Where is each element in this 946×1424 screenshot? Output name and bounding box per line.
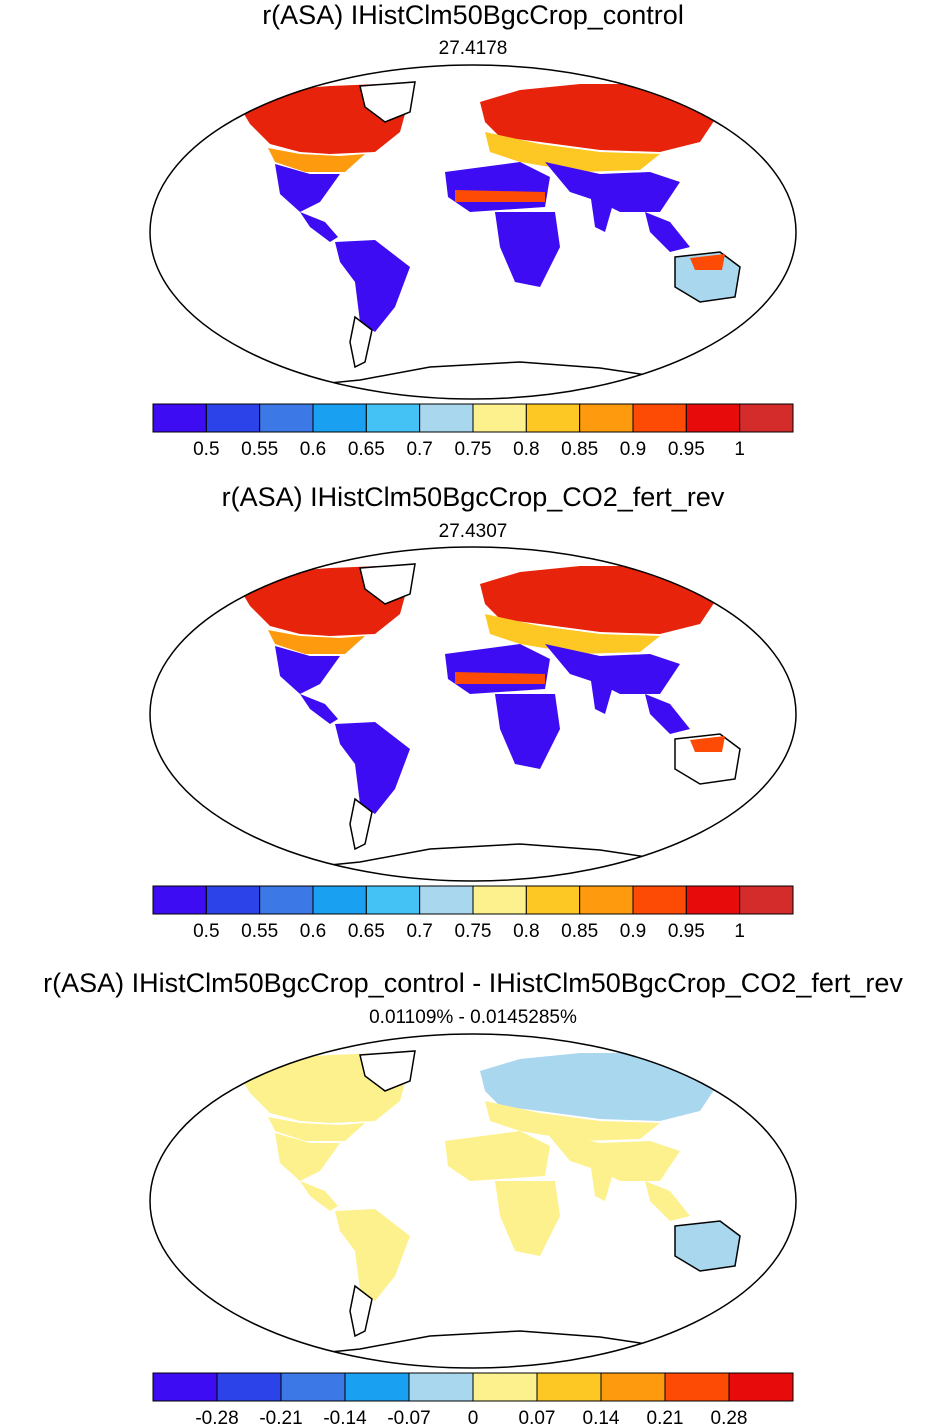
colorbar-box [600,1372,666,1402]
colorbar-tick-label: 0.55 [241,921,278,942]
colorbar-tick-label: 0.55 [241,439,278,460]
colorbar-tick-label: 0 [468,1408,479,1424]
colorbar-box [632,885,687,915]
colorbar-tick-label: 0.21 [647,1408,684,1424]
colorbar-tick-label: 0.5 [193,921,219,942]
panel-2-title: r(ASA) IHistClm50BgcCrop_CO2_fert_rev [221,482,725,512]
colorbar-box [280,1372,346,1402]
colorbar-box [739,403,794,433]
colorbar-tick-label: 0.7 [406,921,432,942]
panel-2-colorbar: 0.5 0.55 0.6 0.65 0.7 0.75 0.8 0.85 0.9 0.95 1 [152,885,794,942]
colorbar-tick-label: -0.21 [259,1408,302,1424]
colorbar-box [205,885,261,915]
australia-north-red [690,254,725,270]
colorbar-tick-label: 0.65 [348,439,385,460]
colorbar-tick-label: 0.75 [455,439,492,460]
colorbar-boxes [152,1372,794,1402]
africa-south-blue [495,212,560,287]
colorbar-tick-label: 0.75 [455,921,492,942]
colorbar-tick-label: -0.14 [323,1408,367,1424]
panel-3-map [149,1033,797,1369]
eurasia-land-red [480,84,720,152]
panel-1-subtitle: 27.4178 [438,38,508,59]
panel-3-subtitle: 0.01109% - 0.0145285% [369,1007,577,1028]
colorbar-box [472,885,527,915]
colorbar-box [685,885,741,915]
panel-3-colorbar: -0.28 -0.21 -0.14 -0.07 0 0.07 0.14 0.21 0.28 [152,1372,794,1424]
colorbar-box [408,1372,474,1402]
colorbar-box [579,885,634,915]
panel-1-colorbar: 0.5 0.55 0.6 0.65 0.7 0.75 0.8 0.85 0.9 0.95 1 [152,403,794,460]
colorbar-box [152,885,207,915]
colorbar-boxes [152,403,794,433]
colorbar-box [728,1372,794,1402]
colorbar-box [344,1372,410,1402]
colorbar-box [525,885,581,915]
colorbar-tick-label: 0.07 [519,1408,556,1424]
colorbar-tick-label: 0.6 [300,439,326,460]
sa-land-white [349,315,373,369]
colorbar-box [312,403,367,433]
colorbar-boxes [152,885,794,915]
colorbar-box [685,403,741,433]
colorbar-tick-label: 0.9 [620,439,646,460]
eurasia-land-orange [485,132,660,172]
colorbar-box [216,1372,282,1402]
colorbar-box [205,403,261,433]
india [590,192,615,232]
panel-1-title: r(ASA) IHistClm50BgcCrop_control [262,0,684,30]
na-land-blue [275,164,340,212]
greenland [359,81,416,123]
colorbar-box [312,885,367,915]
panel-3-title: r(ASA) IHistClm50BgcCrop_control - IHist… [43,968,903,998]
colorbar-box [365,885,421,915]
colorbar-tick-label: 0.8 [513,439,539,460]
australia-land [674,251,741,303]
colorbar-box [632,403,687,433]
colorbar-tick-label: 0.5 [193,439,219,460]
sa-land-blue [335,240,410,332]
colorbar-box [664,1372,730,1402]
panel-2-map [149,546,797,882]
colorbar-tick-label: 0.95 [668,439,705,460]
colorbar-tick-label: 0.8 [513,921,539,942]
colorbar-box [739,885,794,915]
colorbar-tick-label: 0.95 [668,921,705,942]
colorbar-tick-label: 0.7 [406,439,432,460]
colorbar-box [419,403,474,433]
panel-1-map [149,64,797,400]
colorbar-tick-label: 0.14 [583,1408,620,1424]
colorbar-tick-label: 1 [734,921,745,942]
colorbar-box [472,1372,538,1402]
panel-2-subtitle: 27.4307 [438,521,508,542]
colorbar-box [579,403,634,433]
colorbar-tick-label: 0.9 [620,921,646,942]
africa-band-orange [455,190,545,202]
colorbar-tick-label: 0.6 [300,921,326,942]
se-asia [645,212,690,252]
colorbar-box [152,1372,218,1402]
africa-sahara-blue [445,162,550,212]
colorbar-box [152,403,207,433]
colorbar-tick-label: -0.28 [195,1408,238,1424]
colorbar-box [536,1372,602,1402]
na-land-orange [268,148,365,172]
colorbar-box [525,403,581,433]
colorbar-tick-label: 0.65 [348,921,385,942]
colorbar-tick-label: -0.07 [387,1408,430,1424]
colorbar-tick-label: 0.85 [561,439,598,460]
colorbar-tick-label: 0.28 [711,1408,748,1424]
colorbar-box [365,403,421,433]
antarctica [289,361,701,399]
colorbar-box [472,403,527,433]
colorbar-tick-label: 0.85 [561,921,598,942]
asia-land-blue [545,162,680,212]
colorbar-tick-label: 1 [734,439,745,460]
colorbar-box [259,403,314,433]
central-america [300,212,338,242]
colorbar-box [259,885,314,915]
colorbar-box [419,885,474,915]
